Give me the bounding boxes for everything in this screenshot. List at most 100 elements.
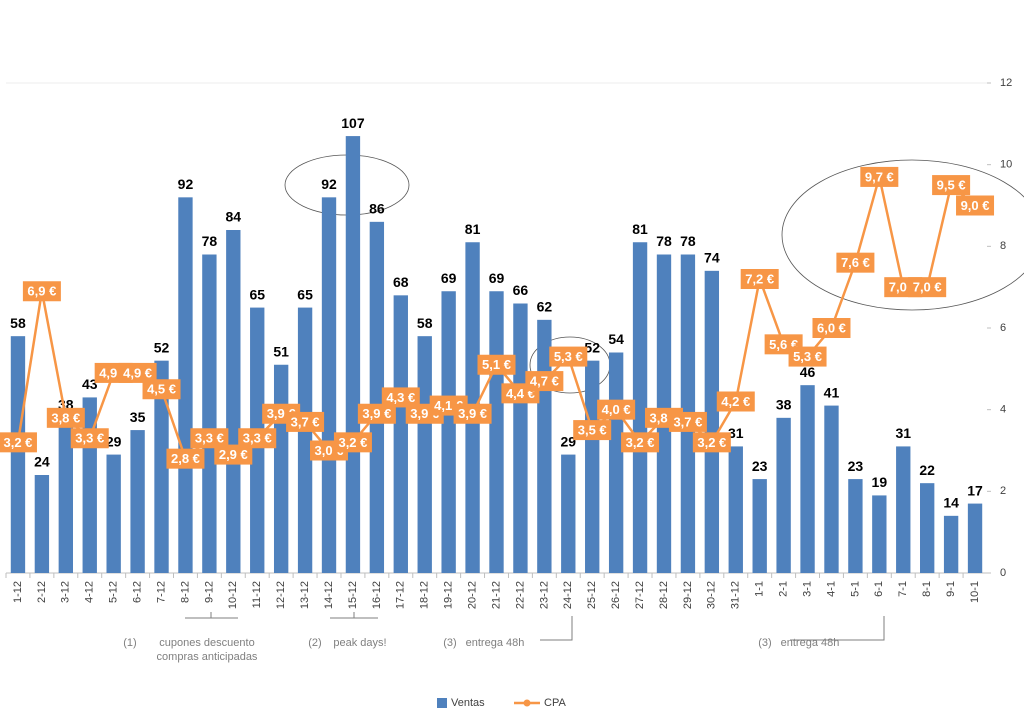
- value-label-box: 4,9 €: [118, 362, 157, 383]
- x-tick-label: 15-12: [347, 581, 359, 609]
- x-tick-label: 3-1: [801, 581, 813, 597]
- label-box: [740, 269, 779, 289]
- y2-tick-label: 6: [1000, 322, 1006, 334]
- label-box: [286, 411, 325, 432]
- x-tick-label: 12-12: [275, 581, 287, 609]
- label-box: [0, 432, 37, 453]
- value-label-box: 9,7 €: [860, 166, 899, 187]
- bracket: [330, 612, 378, 619]
- legend-label: Ventas: [451, 697, 485, 709]
- bracket: [540, 616, 573, 641]
- legend-swatch: [437, 698, 447, 708]
- bar-value-label: 78: [680, 233, 696, 249]
- x-tick-label: 30-12: [706, 581, 718, 609]
- y2-tick-label: 10: [1000, 159, 1012, 171]
- bar: [752, 479, 767, 573]
- bar: [321, 197, 337, 574]
- label-box: [956, 195, 995, 216]
- x-tick-label: 14-12: [323, 581, 335, 609]
- bar: [58, 417, 73, 573]
- label-box: [621, 432, 660, 453]
- value-label-box: 7,0 €: [908, 277, 947, 298]
- value-label-box: 3,9 €: [453, 403, 492, 424]
- x-tick-label: 11-12: [251, 581, 263, 608]
- label-box: [357, 403, 396, 424]
- y2-tick-label: 4: [1000, 404, 1006, 416]
- value-label-box: 3,2 €: [621, 432, 660, 453]
- bar-value-label: 38: [776, 397, 792, 413]
- bar: [154, 360, 169, 573]
- label-box: [70, 428, 109, 449]
- x-tick-label: 9-1: [945, 581, 957, 597]
- x-tick-label: 19-12: [443, 581, 455, 609]
- label-box: [908, 277, 947, 298]
- label-box: [716, 391, 755, 412]
- value-label-box: 3,3 €: [70, 428, 109, 449]
- bar-value-label: 22: [919, 462, 935, 478]
- x-tick-label: 8-12: [179, 581, 191, 603]
- bar-value-label: 24: [34, 454, 50, 470]
- bar-value-label: 66: [513, 282, 529, 298]
- line-value-label: 3,9 €: [458, 406, 487, 421]
- line-value-label: 7,2 €: [745, 271, 774, 286]
- label-box: [214, 444, 253, 465]
- x-tick-label: 7-12: [155, 581, 167, 603]
- x-tick-label: 2-12: [36, 581, 48, 603]
- bar-value-label: 81: [632, 221, 648, 237]
- bar-value-label: 51: [273, 343, 289, 359]
- bar: [10, 336, 26, 573]
- bar-value-label: 31: [895, 425, 911, 441]
- legend-marker: [523, 699, 531, 707]
- x-tick-label: 5-1: [849, 581, 861, 597]
- x-tick-label: 1-12: [12, 581, 24, 603]
- bar-value-label: 52: [584, 339, 600, 355]
- label-box: [166, 448, 205, 469]
- bar-value-label: 86: [369, 201, 385, 217]
- label-box: [549, 346, 588, 367]
- x-tick-label: 8-1: [921, 581, 933, 597]
- bar: [632, 242, 648, 573]
- x-tick-label: 6-1: [873, 581, 885, 597]
- line-value-label: 3,2 €: [4, 435, 33, 450]
- bar-value-label: 92: [321, 176, 337, 192]
- line-value-label: 3,8 €: [51, 410, 80, 425]
- line-value-label: 3,3 €: [75, 431, 104, 446]
- bar: [417, 336, 432, 573]
- value-label-box: 7,6 €: [836, 252, 875, 273]
- line-value-label: 5,3 €: [554, 349, 583, 364]
- y2-tick-label: 8: [1000, 240, 1006, 252]
- bar-value-label: 29: [560, 433, 576, 449]
- line-value-label: 3,5 €: [578, 423, 607, 438]
- bar: [345, 136, 361, 574]
- annotation-marker: (2): [308, 637, 321, 649]
- x-tick-label: 31-12: [730, 581, 742, 609]
- bar: [441, 291, 456, 573]
- annotation-text: entrega 48h: [781, 637, 840, 649]
- bar-value-label: 41: [824, 384, 840, 400]
- x-tick-label: 1-1: [754, 581, 766, 597]
- x-tick-label: 28-12: [658, 581, 670, 609]
- bar: [896, 446, 911, 573]
- line-value-label: 3,7 €: [291, 414, 320, 429]
- value-label-box: 4,3 €: [381, 387, 420, 408]
- line-value-label: 4,2 €: [721, 394, 750, 409]
- label-box: [238, 428, 277, 449]
- x-tick-label: 6-12: [132, 581, 144, 603]
- x-tick-label: 17-12: [395, 581, 407, 609]
- x-tick-label: 29-12: [682, 581, 694, 609]
- bar: [585, 360, 600, 573]
- line-value-label: 3,7 €: [673, 414, 702, 429]
- y2-tick-label: 12: [1000, 77, 1012, 89]
- line-value-label: 2,8 €: [171, 451, 200, 466]
- label-box: [525, 371, 564, 392]
- value-label-box: 5,1 €: [477, 354, 516, 375]
- line-value-label: 9,7 €: [865, 169, 894, 184]
- bar-value-label: 43: [82, 376, 98, 392]
- value-label-box: 5,3 €: [788, 346, 827, 367]
- line-value-label: 5,1 €: [482, 357, 511, 372]
- annotation-text: peak days!: [333, 637, 386, 649]
- bar-value-label: 23: [752, 458, 768, 474]
- x-tick-label: 18-12: [419, 581, 431, 609]
- bar-value-label: 31: [728, 425, 744, 441]
- value-label-box: 4,5 €: [142, 379, 181, 400]
